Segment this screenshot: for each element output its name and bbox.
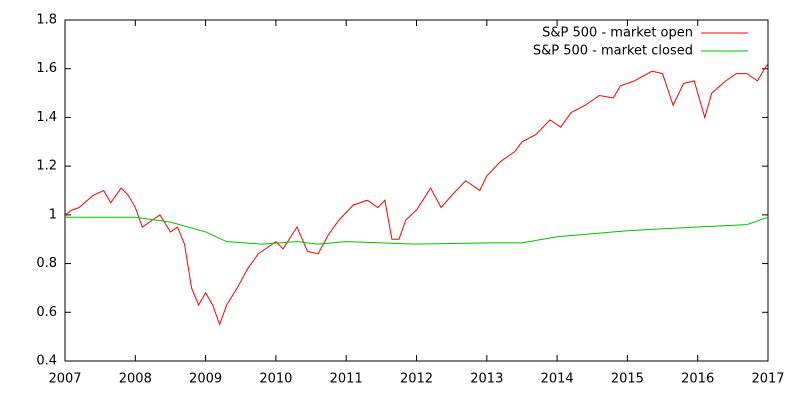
- x-tick-label: 2017: [751, 372, 784, 387]
- legend-label: S&P 500 - market open: [542, 26, 693, 41]
- y-tick-label: 1.4: [36, 110, 57, 125]
- x-tick-label: 2007: [48, 372, 81, 387]
- x-tick-label: 2014: [541, 372, 574, 387]
- plot-frame: [64, 19, 769, 362]
- y-tick-label: 0.8: [36, 256, 57, 271]
- series-line: [65, 216, 769, 245]
- x-tick-label: 2015: [611, 372, 644, 387]
- legend-label: S&P 500 - market closed: [533, 44, 693, 59]
- series-line: [64, 63, 769, 326]
- x-tick-label: 2010: [259, 372, 292, 387]
- x-tick-label: 2009: [189, 372, 222, 387]
- y-tick-label: 1.8: [36, 13, 57, 28]
- y-tick-label: 1: [49, 207, 57, 222]
- x-tick-label: 2012: [400, 372, 433, 387]
- y-tick-label: 0.6: [36, 305, 57, 320]
- y-tick-label: 1.6: [36, 61, 57, 76]
- x-tick-label: 2011: [330, 372, 363, 387]
- x-tick-label: 2016: [681, 372, 714, 387]
- y-tick-label: 0.4: [36, 354, 57, 369]
- x-tick-label: 2013: [470, 372, 503, 387]
- y-tick-label: 1.2: [36, 159, 57, 174]
- x-tick-label: 2008: [119, 372, 152, 387]
